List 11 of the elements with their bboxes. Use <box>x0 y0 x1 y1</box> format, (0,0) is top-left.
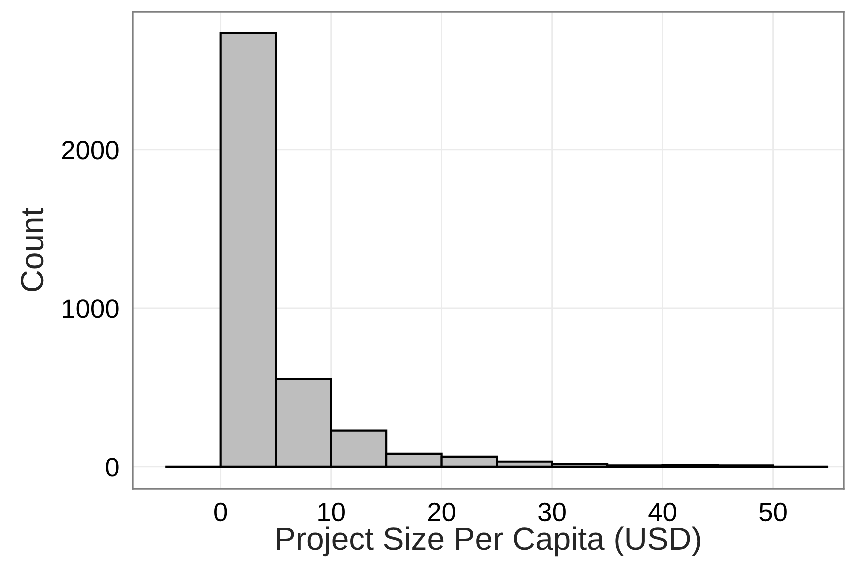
x-tick-label: 40 <box>648 502 676 522</box>
x-tick-label: 30 <box>538 502 566 522</box>
x-tick-label: 20 <box>428 502 456 522</box>
y-axis-title: Count <box>21 208 44 292</box>
y-tick-label: 2000 <box>62 141 119 160</box>
x-tick-label: 0 <box>214 502 228 522</box>
y-tick-label: 1000 <box>63 300 119 318</box>
x-tick-label: 50 <box>760 502 787 522</box>
y-tick-label: 0 <box>106 458 119 477</box>
x-tick-label: 10 <box>318 502 345 522</box>
x-axis-title: Project Size Per Capita (USD) <box>277 526 700 557</box>
